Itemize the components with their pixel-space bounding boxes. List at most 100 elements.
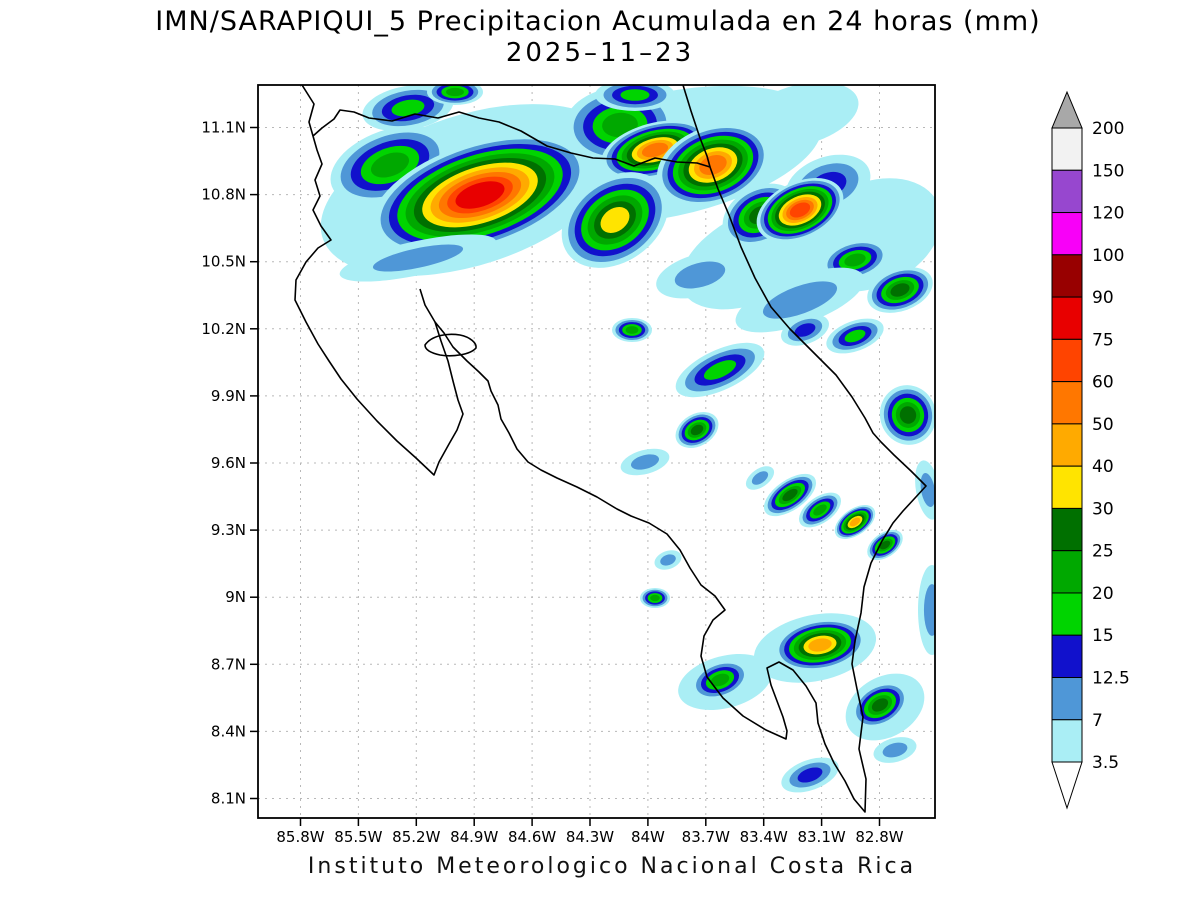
precip-contour (794, 323, 816, 337)
precip-contour (703, 360, 737, 380)
precip-contour (710, 673, 730, 687)
colorbar-label: 40 (1092, 457, 1114, 477)
colorbar-label: 120 (1092, 204, 1124, 224)
axis-ticks (250, 126, 881, 826)
lat-tick-label: 9.6N (211, 454, 246, 472)
colorbar-label: 25 (1092, 542, 1114, 562)
page-title: IMN/SARAPIQUI_5 Precipitacion Acumulada … (155, 6, 1041, 37)
lat-tick-label: 8.4N (211, 722, 246, 740)
precip-contour (782, 488, 798, 502)
colorbar-segment (1051, 212, 1083, 256)
coastline (682, 85, 711, 168)
colorbar-over-arrow (1051, 90, 1083, 129)
precip-field (320, 85, 935, 793)
precip-contour (455, 181, 505, 209)
lat-tick-label: 10.5N (201, 253, 246, 271)
precip-contour (741, 85, 859, 148)
colorbar-label: 150 (1092, 161, 1124, 181)
precip-contour (650, 594, 660, 602)
precip-contour (890, 283, 910, 297)
colorbar-label: 90 (1092, 288, 1114, 308)
lon-tick-label: 85.5W (334, 828, 382, 846)
colorbar-segment (1051, 550, 1083, 594)
colorbar-segment (1051, 634, 1083, 679)
lon-tick-label: 84.3W (566, 828, 614, 846)
lat-tick-label: 10.2N (201, 320, 246, 338)
lat-tick-label: 9N (225, 588, 246, 606)
lon-tick-label: 83.4W (740, 828, 788, 846)
precip-contour (600, 207, 630, 233)
precip-contour (391, 99, 425, 117)
precip-contour (674, 261, 726, 289)
colorbar-segment (1051, 677, 1083, 721)
lat-tick-label: 9.9N (211, 387, 246, 405)
lon-tick-label: 83.7W (682, 828, 730, 846)
colorbar-labels: 200 150 120 100 90 75 60 50 40 30 25 20 15 12.5 7 3.5 (1092, 119, 1130, 773)
precip-contour (446, 87, 464, 97)
precip-contour (789, 202, 811, 218)
page-date: 2025–11–23 (505, 38, 695, 68)
colorbar-label: 15 (1092, 626, 1114, 646)
precip-contour (641, 142, 669, 158)
colorbar-segment (1051, 423, 1083, 467)
lon-tick-label: 85.2W (392, 828, 440, 846)
precip-contour (882, 742, 908, 758)
colorbar-label: 100 (1092, 246, 1124, 266)
colorbar-label: 3.5 (1092, 753, 1119, 773)
lat-tick-label: 8.7N (211, 655, 246, 673)
precip-contour (690, 424, 704, 436)
lon-tick-label: 84.6W (508, 828, 556, 846)
precip-contour (879, 540, 891, 550)
colorbar-segment (1051, 507, 1083, 552)
colorbar-segment (1051, 127, 1083, 171)
colorbar-segment (1051, 719, 1083, 763)
colorbar-segment (1051, 381, 1083, 425)
precip-contour (844, 329, 866, 343)
colorbar-label: 60 (1092, 373, 1114, 393)
lon-tick-label: 85.8W (276, 828, 324, 846)
precip-contour (751, 471, 769, 485)
lon-tick-label: 82.8W (855, 828, 903, 846)
lat-tick-label: 8.1N (211, 790, 246, 808)
precip-contour (797, 767, 823, 783)
colorbar-segment (1051, 592, 1083, 636)
coastline (424, 333, 477, 357)
colorbar-under-arrow (1051, 761, 1083, 810)
lon-tick-label: 84W (631, 828, 665, 846)
precip-contour (813, 504, 827, 516)
colorbar-label: 75 (1092, 330, 1114, 350)
precip-contour (923, 584, 935, 636)
coastlines (294, 85, 927, 813)
colorbar-label: 30 (1092, 499, 1114, 519)
colorbar-label: 200 (1092, 119, 1124, 139)
precip-contour (625, 326, 639, 334)
colorbar-segment (1051, 465, 1083, 509)
colorbar-label: 12.5 (1092, 669, 1130, 689)
precip-contour (372, 244, 464, 272)
precip-contour (699, 155, 727, 175)
precip-contour (871, 698, 889, 712)
colorbar (1051, 90, 1083, 810)
lat-tick-label: 11.1N (201, 119, 246, 137)
colorbar-segment (1051, 169, 1083, 214)
colorbar-segment (1051, 296, 1083, 340)
precip-contour (620, 89, 650, 101)
precip-contour (844, 253, 866, 267)
lon-tick-label: 83.1W (797, 828, 845, 846)
colorbar-label: 20 (1092, 584, 1114, 604)
precip-contour (660, 554, 676, 566)
precip-contour (762, 281, 838, 319)
precip-contour (631, 454, 659, 470)
axis-labels: 11.1N 10.8N 10.5N 10.2N 9.9N 9.6N 9.3N 9N 8.7N 8.… (201, 119, 903, 847)
map-frame (257, 84, 936, 819)
precip-contour (899, 406, 917, 424)
precip-contour (920, 472, 935, 508)
precip-contour (370, 152, 410, 178)
colorbar-label: 50 (1092, 415, 1114, 435)
precip-contour (808, 638, 832, 652)
coastline (419, 288, 436, 323)
lon-tick-label: 84.9W (450, 828, 498, 846)
coastline (294, 85, 927, 813)
